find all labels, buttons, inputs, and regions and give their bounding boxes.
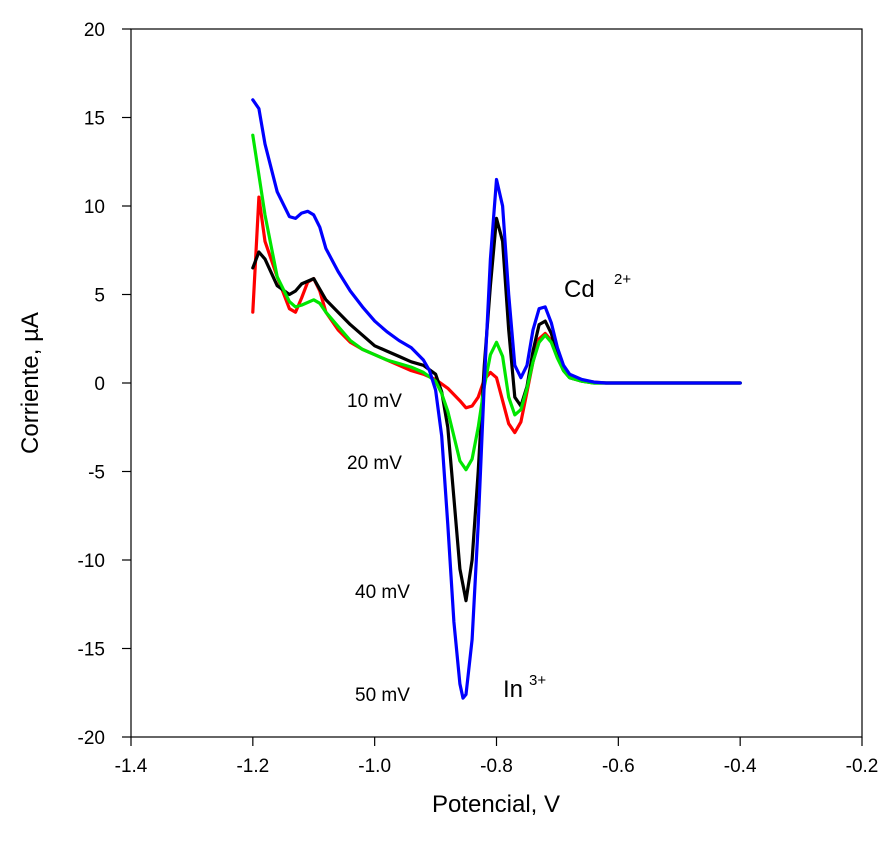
x-tick-label: -0.2 [846,756,879,777]
x-tick-label: -1.2 [236,756,269,777]
annotation-50mv: 50 mV [355,685,410,706]
y-axis-ticks: -20 -15 -10 -5 0 5 10 15 20 [78,20,131,749]
y-tick-label: 5 [94,286,105,307]
x-tick-label: -0.6 [602,756,635,777]
x-tick-label: -0.4 [724,756,757,777]
y-tick-label: 0 [94,374,105,395]
x-axis-ticks: -1.4 -1.2 -1.0 -0.8 -0.6 -0.4 -0.2 [115,737,879,777]
y-tick-label: 15 [84,109,105,130]
annotation-cd: Cd [564,276,595,303]
series-line-blue [251,98,742,700]
x-axis-title: Potencial, V [432,791,560,818]
series-line-green [251,133,742,472]
y-tick-label: -10 [78,551,105,572]
y-tick-label: -15 [78,640,105,661]
x-tick-label: -1.0 [358,756,391,777]
x-tick-label: -1.4 [115,756,148,777]
annotation-in-sup: 3+ [529,672,546,689]
x-tick-label: -0.8 [480,756,513,777]
y-tick-label: -20 [78,728,105,749]
y-tick-label: -5 [88,463,105,484]
annotation-40mv: 40 mV [355,582,410,603]
series-line-black [251,216,742,603]
annotation-cd-sup: 2+ [614,271,631,288]
y-axis-title: Corriente, µA [17,312,44,454]
annotation-20mv: 20 mV [347,453,402,474]
annotation-10mv: 10 mV [347,391,402,412]
y-tick-label: 10 [84,197,105,218]
series-layer [251,98,742,700]
y-tick-label: 20 [84,20,105,41]
annotation-in: In [503,676,523,703]
